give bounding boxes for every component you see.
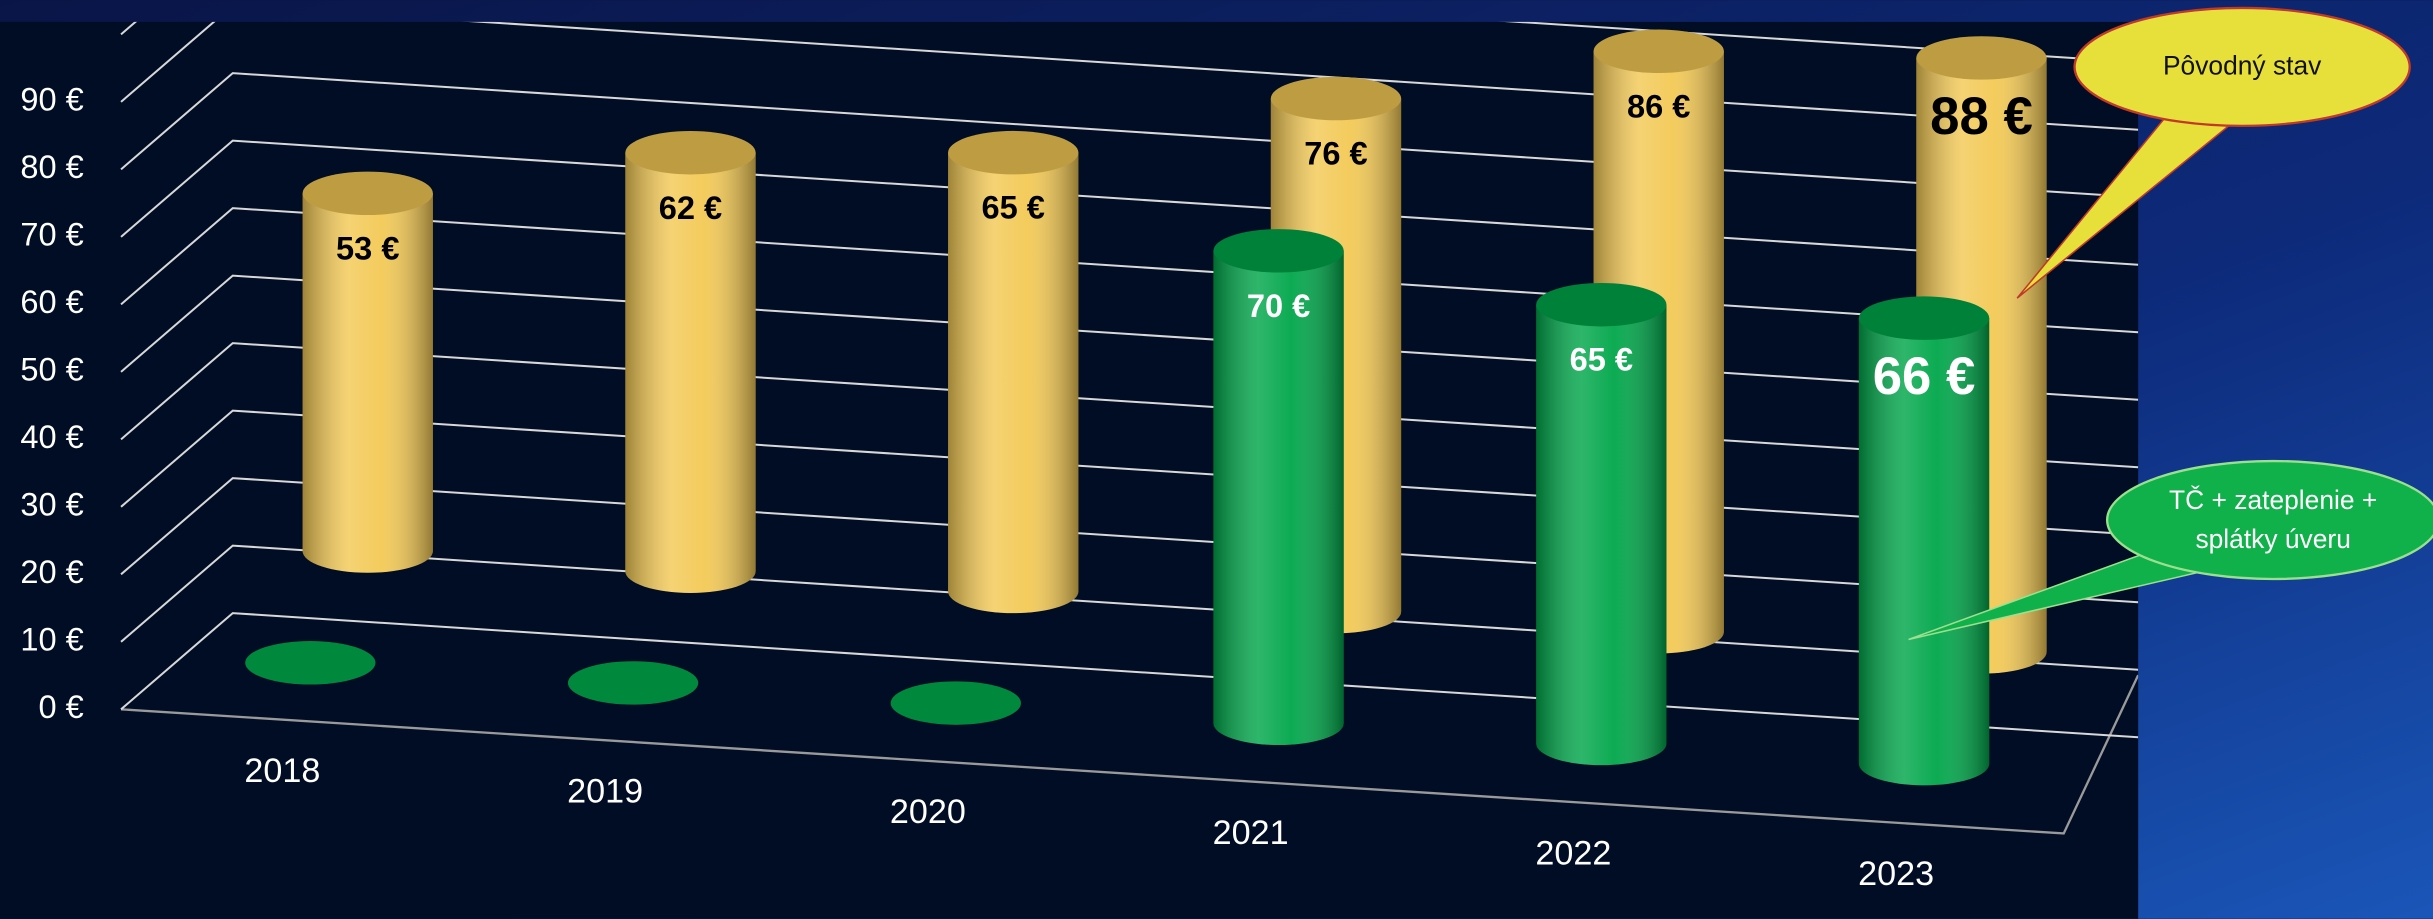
y-tick-label: 0 €	[38, 689, 83, 725]
floor-edge	[120, 674, 2139, 835]
callout-bubble	[2106, 459, 2433, 581]
cylinder-base	[245, 641, 376, 685]
cylinder-top	[1916, 36, 2047, 80]
grid-line	[120, 477, 2139, 604]
y-tick-label: 40 €	[20, 419, 83, 455]
data-label: 62 €	[659, 190, 722, 226]
grid	[120, 21, 2139, 835]
legend-label: Pôvodný stav	[2162, 51, 2322, 81]
legend-entry: Pôvodný stav	[2162, 51, 2322, 81]
cylinder	[1536, 282, 1667, 766]
data-label: 53 €	[336, 230, 399, 266]
cylinder-top	[302, 171, 433, 216]
data-label: 65 €	[1570, 342, 1633, 378]
legend-entry: TČ + zateplenie + splátky úveru	[2169, 485, 2378, 555]
data-label: 66 €	[1873, 347, 1976, 406]
x-tick-label: 2021	[1213, 814, 1289, 852]
cylinder-top	[1536, 282, 1667, 327]
grid-line	[120, 612, 2139, 739]
marks: 53 € 62 € 65 € 76 € 86 € 88 € 70 € 65 € 66 €	[245, 29, 2047, 786]
cylinder-top	[1213, 229, 1344, 273]
y-tick-label: 20 €	[20, 554, 83, 590]
y-tick-label: 50 €	[20, 351, 83, 387]
legend-label: TČ + zateplenie + splátky úveru	[2169, 485, 2378, 555]
cylinder-top	[625, 131, 756, 175]
grid-line	[120, 409, 2139, 536]
data-label: 76 €	[1304, 136, 1367, 172]
x-tick-label: 2022	[1535, 834, 1611, 872]
cylinder	[1213, 229, 1344, 746]
x-tick-label: 2019	[567, 773, 643, 811]
cylinder-base	[890, 681, 1021, 725]
y-tick-label: 10 €	[20, 621, 83, 657]
y-tick-label: 90 €	[20, 81, 83, 117]
grid-line	[120, 342, 2139, 469]
cylinder	[948, 130, 1079, 614]
cylinder	[625, 131, 756, 593]
grid-line	[120, 139, 2139, 266]
x-tick-label: 2018	[244, 752, 320, 790]
y-tick-label: 30 €	[20, 486, 83, 522]
cylinder	[1858, 296, 1990, 786]
grid-line	[120, 72, 2139, 199]
x-tick-label: 2023	[1858, 855, 1934, 893]
data-label: 88 €	[1930, 87, 2033, 146]
grid-line	[120, 21, 2139, 131]
callout-bubble	[2073, 6, 2411, 128]
cylinder	[245, 641, 376, 685]
y-tick-label: 70 €	[20, 216, 83, 252]
grid-line	[120, 544, 2139, 671]
cylinder	[567, 661, 699, 705]
cylinder-shade	[625, 152, 756, 593]
cylinder-top	[1593, 29, 1724, 73]
cylinder	[302, 171, 433, 573]
y-tick-label: 60 €	[20, 284, 83, 320]
cylinder-shade	[948, 152, 1079, 614]
cylinder-shade	[302, 193, 433, 573]
legend: Pôvodný stav TČ + zateplenie + splátky ú…	[1908, 6, 2433, 641]
cylinder-shade	[1213, 250, 1344, 746]
data-label: 86 €	[1627, 88, 1690, 124]
cylinder-top	[1270, 76, 1402, 121]
cylinder	[890, 681, 1021, 725]
cylinder-top	[948, 130, 1079, 175]
grid-line	[120, 274, 2139, 401]
x-tick-label: 2020	[890, 793, 966, 831]
cylinder-base	[567, 661, 699, 705]
cylinder-shade	[1858, 318, 1990, 786]
y-tick-label: 80 €	[20, 149, 83, 185]
data-label: 70 €	[1247, 288, 1310, 324]
cylinder-top	[1858, 296, 1990, 340]
data-label: 65 €	[982, 190, 1045, 226]
cylinder-shade	[1536, 304, 1667, 766]
grid-line	[120, 207, 2139, 334]
